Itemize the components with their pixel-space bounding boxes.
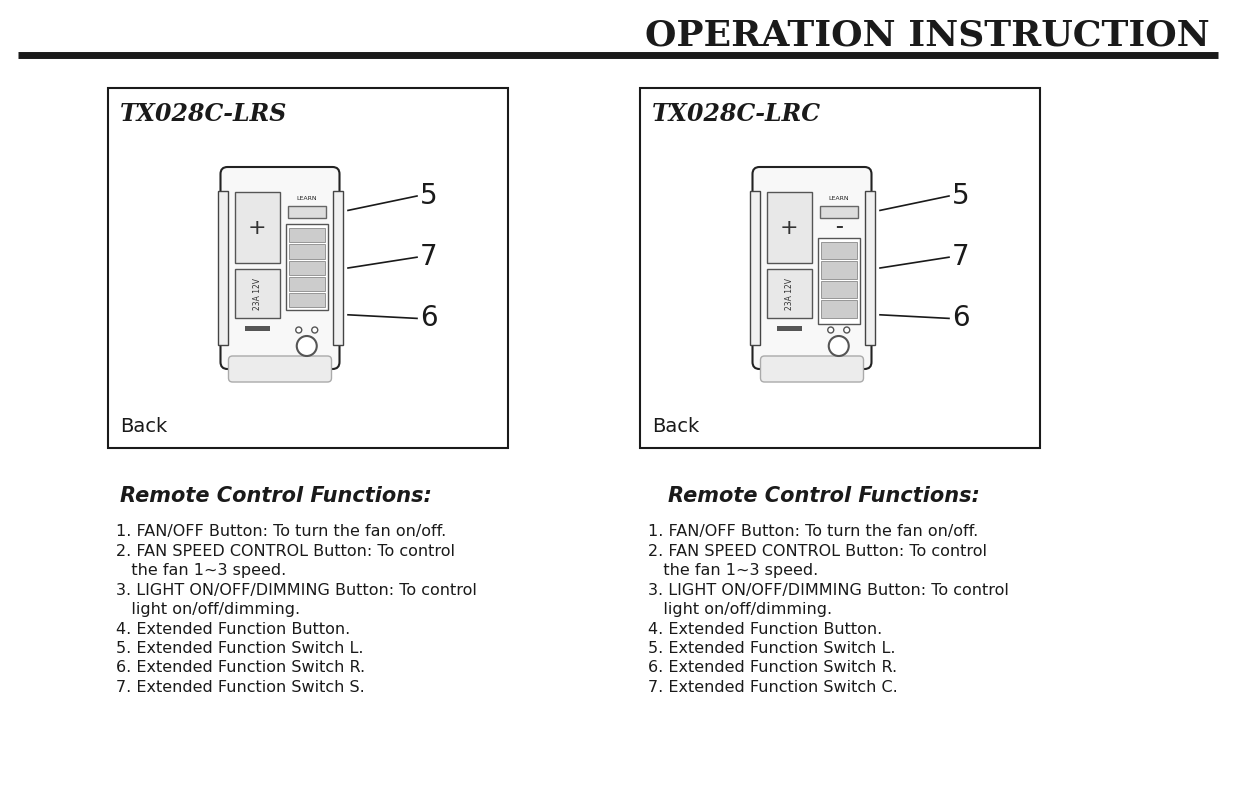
Circle shape xyxy=(844,327,850,333)
Bar xyxy=(821,261,857,279)
Bar xyxy=(289,277,325,291)
Bar xyxy=(289,293,325,307)
Bar xyxy=(108,88,508,448)
Circle shape xyxy=(828,327,834,333)
Bar xyxy=(777,326,802,331)
Text: OPERATION INSTRUCTION: OPERATION INSTRUCTION xyxy=(645,18,1210,52)
Text: 5. Extended Function Switch L.: 5. Extended Function Switch L. xyxy=(648,641,896,656)
Text: 5. Extended Function Switch L.: 5. Extended Function Switch L. xyxy=(116,641,363,656)
Text: Remote Control Functions:: Remote Control Functions: xyxy=(120,486,431,506)
Text: 3. LIGHT ON/OFF/DIMMING Button: To control: 3. LIGHT ON/OFF/DIMMING Button: To contr… xyxy=(648,583,1009,598)
FancyBboxPatch shape xyxy=(753,167,871,369)
Text: 7: 7 xyxy=(952,244,969,271)
Bar xyxy=(289,244,325,259)
Text: TX028C-LRS: TX028C-LRS xyxy=(120,102,287,126)
Bar xyxy=(245,326,269,331)
Text: Remote Control Functions:: Remote Control Functions: xyxy=(669,486,980,506)
Bar xyxy=(821,300,857,318)
Bar xyxy=(749,191,759,345)
Text: Back: Back xyxy=(120,417,167,436)
Bar xyxy=(864,191,875,345)
Text: 23A 12V: 23A 12V xyxy=(785,278,794,310)
Bar xyxy=(235,192,281,263)
FancyBboxPatch shape xyxy=(220,167,340,369)
Text: Back: Back xyxy=(653,417,700,436)
Text: 3. LIGHT ON/OFF/DIMMING Button: To control: 3. LIGHT ON/OFF/DIMMING Button: To contr… xyxy=(116,583,477,598)
Text: 5: 5 xyxy=(952,182,969,210)
Text: LEARN: LEARN xyxy=(828,196,849,201)
FancyBboxPatch shape xyxy=(229,356,331,382)
Text: 2. FAN SPEED CONTROL Button: To control: 2. FAN SPEED CONTROL Button: To control xyxy=(648,544,988,559)
Text: 7: 7 xyxy=(420,244,438,271)
Text: the fan 1~3 speed.: the fan 1~3 speed. xyxy=(116,563,287,578)
Text: light on/off/dimming.: light on/off/dimming. xyxy=(116,602,300,617)
Text: LEARN: LEARN xyxy=(297,196,318,201)
Bar xyxy=(332,191,342,345)
Text: +: + xyxy=(780,218,798,238)
Text: +: + xyxy=(248,218,267,238)
Text: 6. Extended Function Switch R.: 6. Extended Function Switch R. xyxy=(648,661,897,676)
Text: 4. Extended Function Button.: 4. Extended Function Button. xyxy=(116,622,350,637)
Text: light on/off/dimming.: light on/off/dimming. xyxy=(648,602,832,617)
Bar xyxy=(218,191,227,345)
Circle shape xyxy=(829,336,849,356)
Text: 7. Extended Function Switch C.: 7. Extended Function Switch C. xyxy=(648,680,897,695)
Bar xyxy=(818,238,859,325)
Text: 6. Extended Function Switch R.: 6. Extended Function Switch R. xyxy=(116,661,365,676)
Bar xyxy=(289,228,325,242)
Bar xyxy=(289,260,325,275)
Bar xyxy=(640,88,1039,448)
Circle shape xyxy=(311,327,318,333)
Circle shape xyxy=(297,336,316,356)
Bar xyxy=(766,269,812,318)
Text: 5: 5 xyxy=(420,182,438,210)
Bar xyxy=(766,192,812,263)
Text: 7. Extended Function Switch S.: 7. Extended Function Switch S. xyxy=(116,680,365,695)
Bar xyxy=(288,206,325,218)
Bar xyxy=(819,206,858,218)
FancyBboxPatch shape xyxy=(760,356,864,382)
Text: 23A 12V: 23A 12V xyxy=(252,278,262,310)
Bar xyxy=(821,281,857,298)
Text: 1. FAN/OFF Button: To turn the fan on/off.: 1. FAN/OFF Button: To turn the fan on/of… xyxy=(648,524,978,539)
Text: –: – xyxy=(834,218,843,233)
Text: 2. FAN SPEED CONTROL Button: To control: 2. FAN SPEED CONTROL Button: To control xyxy=(116,544,455,559)
Bar xyxy=(286,224,328,310)
Text: 1. FAN/OFF Button: To turn the fan on/off.: 1. FAN/OFF Button: To turn the fan on/of… xyxy=(116,524,446,539)
Bar xyxy=(821,242,857,259)
Text: 6: 6 xyxy=(952,304,969,333)
Text: TX028C-LRC: TX028C-LRC xyxy=(653,102,821,126)
Bar xyxy=(235,269,281,318)
Text: 4. Extended Function Button.: 4. Extended Function Button. xyxy=(648,622,883,637)
Text: 6: 6 xyxy=(420,304,438,333)
Text: the fan 1~3 speed.: the fan 1~3 speed. xyxy=(648,563,818,578)
Circle shape xyxy=(295,327,302,333)
